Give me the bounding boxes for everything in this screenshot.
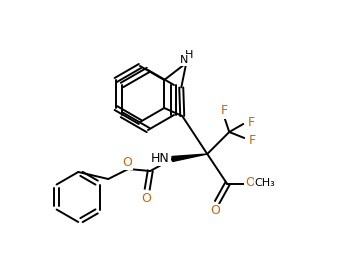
Text: F: F — [221, 104, 228, 118]
Text: O: O — [122, 155, 132, 168]
Text: F: F — [248, 116, 255, 129]
Polygon shape — [172, 154, 207, 162]
Text: F: F — [249, 134, 256, 147]
Text: O: O — [210, 204, 220, 217]
Text: O: O — [245, 177, 255, 189]
Text: H: H — [185, 50, 194, 60]
Text: CH₃: CH₃ — [255, 178, 276, 188]
Text: HN: HN — [151, 151, 170, 165]
Text: O: O — [141, 192, 151, 204]
Text: N: N — [180, 55, 188, 65]
